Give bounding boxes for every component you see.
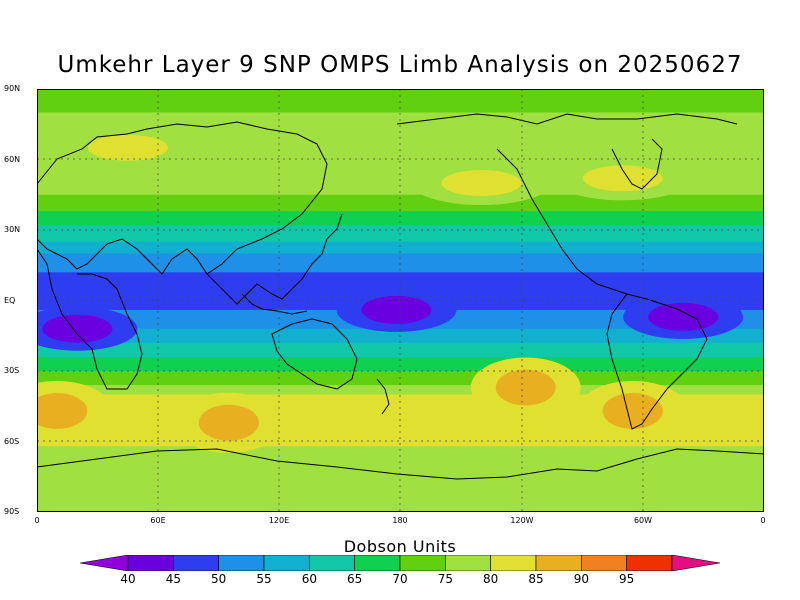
colorbar-tick-label: 65	[347, 572, 363, 586]
colorbar-segment	[581, 554, 627, 572]
contour-band	[37, 241, 764, 254]
grid-lines	[37, 89, 764, 512]
colorbar-segment	[626, 554, 673, 572]
contour-band	[37, 385, 764, 395]
lon-tick-label: 0	[760, 516, 766, 525]
colorbar-segment	[263, 554, 310, 572]
lat-tick-label: 60N	[4, 155, 21, 164]
contour-band	[37, 211, 764, 226]
contour-band	[37, 89, 764, 113]
colorbar-segment	[399, 554, 446, 572]
colorbar-tick-label: 90	[573, 572, 589, 586]
maximum-contour	[582, 165, 663, 192]
map-panel	[37, 89, 764, 512]
colorbar-low-arrow	[79, 554, 129, 572]
colorbar-segment	[127, 554, 174, 572]
colorbar-tick-label: 95	[619, 572, 635, 586]
ozone-map	[37, 89, 764, 512]
contour-band	[37, 225, 764, 243]
minimum-contour	[361, 295, 432, 324]
maximum-contour	[198, 404, 259, 441]
maximum-contour	[87, 134, 168, 161]
colorbar-segment	[218, 554, 265, 572]
lat-tick-label: EQ	[4, 296, 16, 305]
colorbar-tick-label: 70	[392, 572, 408, 586]
contour-features	[37, 125, 744, 453]
lon-tick-label: 120E	[268, 516, 290, 525]
colorbar-segment	[445, 554, 491, 572]
contour-band	[37, 356, 764, 372]
coastlines	[37, 113, 764, 480]
contour-band	[37, 371, 764, 386]
maximum-contour	[495, 369, 556, 406]
lat-tick-label: 30N	[4, 225, 21, 234]
minimum-contour	[648, 302, 719, 331]
map-frame	[37, 89, 764, 512]
lon-tick-label: 180	[392, 516, 408, 525]
colorbar-segment	[309, 554, 355, 572]
chart-title: Umkehr Layer 9 SNP OMPS Limb Analysis on…	[57, 52, 743, 78]
contour-band	[37, 112, 764, 132]
contour-band	[37, 194, 764, 212]
colorbar-segment	[354, 554, 401, 572]
colorbar-segment	[490, 554, 537, 572]
lat-tick-label: 30S	[4, 366, 20, 375]
colorbar-graphic	[79, 554, 721, 572]
colorbar-tick-label: 60	[301, 572, 317, 586]
contour-band	[37, 446, 764, 466]
colorbar	[79, 554, 721, 572]
colorbar-tick-label: 85	[528, 572, 544, 586]
colorbar-tick-label: 45	[165, 572, 181, 586]
contour-band	[37, 465, 764, 512]
maximum-contour	[602, 392, 663, 429]
lat-tick-label: 90S	[4, 507, 20, 516]
lon-tick-label: 60W	[633, 516, 653, 525]
contour-band	[37, 253, 764, 273]
contour-band	[37, 328, 764, 344]
colorbar-title: Dobson Units	[343, 537, 457, 556]
colorbar-tick-label: 75	[437, 572, 453, 586]
colorbar-segment	[173, 554, 219, 572]
minimum-contour	[42, 314, 113, 343]
colorbar-tick-label: 50	[211, 572, 227, 586]
lat-tick-label: 90N	[4, 84, 21, 93]
colorbar-tick-label: 40	[120, 572, 136, 586]
contour-band	[37, 342, 764, 358]
colorbar-segment	[535, 554, 582, 572]
colorbar-high-arrow	[671, 554, 721, 572]
colorbar-tick-label: 55	[256, 572, 272, 586]
colorbar-tick-label: 80	[483, 572, 499, 586]
lat-tick-label: 60S	[4, 437, 20, 446]
maximum-contour	[37, 392, 88, 429]
lon-tick-label: 60E	[150, 516, 166, 525]
lon-tick-label: 0	[34, 516, 40, 525]
lon-tick-label: 120W	[510, 516, 534, 525]
maximum-contour	[441, 170, 522, 196]
